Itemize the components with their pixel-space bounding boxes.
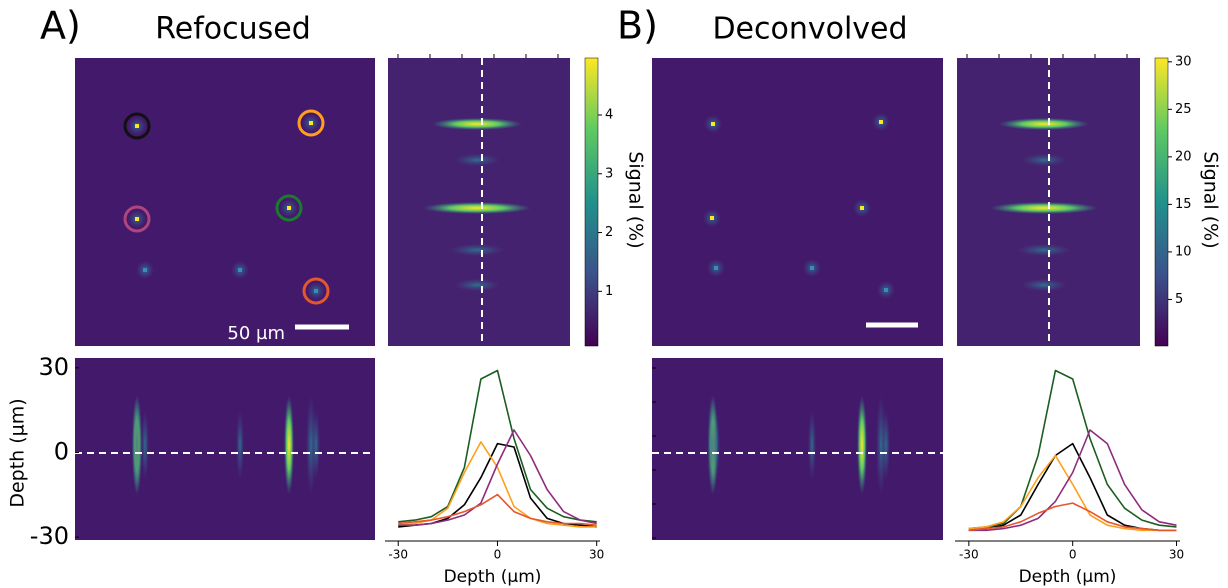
image-streak: [432, 118, 522, 130]
marker-ring: [302, 277, 330, 305]
x-tick-label: 0: [1069, 548, 1077, 562]
image-streak: [1021, 279, 1067, 291]
image-bottom: [652, 358, 943, 540]
colorbar: [584, 57, 599, 347]
image-streak: [990, 202, 1098, 214]
panel-title: Deconvolved: [712, 12, 907, 47]
colorbar-tick-label: 30: [1175, 54, 1192, 69]
image-main: [75, 58, 375, 346]
image-streak: [454, 279, 500, 291]
series-line: [968, 442, 1177, 532]
colorbar-tick-label: 15: [1175, 197, 1192, 212]
image-streak: [999, 118, 1089, 130]
image-streak: [1017, 244, 1071, 256]
depth-tick-label: 0: [54, 438, 69, 466]
image-side: [388, 58, 570, 346]
series-line: [968, 454, 1177, 532]
image-column: [236, 410, 244, 480]
colorbar-tick-label: 1: [605, 284, 613, 299]
image-spot: [143, 268, 147, 272]
colorbar: [1154, 57, 1169, 347]
marker-ring: [297, 109, 325, 137]
image-column: [284, 395, 294, 495]
image-spot: [287, 206, 291, 210]
series-line: [968, 502, 1177, 532]
image-streak: [450, 244, 504, 256]
image-bottom: [75, 358, 375, 540]
image-spot: [238, 268, 242, 272]
image-spot: [714, 266, 718, 270]
series-line: [968, 369, 1177, 530]
marker-ring: [275, 194, 303, 222]
x-tick-label: 30: [1169, 548, 1184, 562]
series-line: [398, 369, 597, 523]
image-spot: [810, 266, 814, 270]
image-streak: [1021, 154, 1067, 166]
image-column: [857, 395, 867, 495]
panel-label: A): [40, 4, 81, 48]
image-spot: [135, 124, 139, 128]
scale-bar-label: 50 µm: [227, 323, 285, 344]
image-spot: [884, 288, 888, 292]
image-streak: [454, 154, 500, 166]
x-tick-label: 0: [494, 548, 502, 562]
image-spot: [860, 206, 864, 210]
series-line: [398, 493, 597, 526]
x-tick-label: -30: [959, 548, 979, 562]
depth-axis-label: Depth (µm): [7, 398, 29, 507]
image-streak: [423, 202, 531, 214]
image-spot: [135, 217, 139, 221]
image-spot: [711, 122, 715, 126]
series-line: [398, 442, 597, 528]
image-column: [132, 395, 142, 495]
x-axis-label: Depth (µm): [1019, 567, 1117, 587]
colorbar-tick-label: 20: [1175, 149, 1192, 164]
marker-ring: [123, 112, 151, 140]
colorbar-tick-label: 2: [605, 225, 613, 240]
panel-title: Refocused: [155, 12, 311, 47]
colorbar-tick-label: 3: [605, 166, 613, 181]
x-axis-label: Depth (µm): [444, 567, 542, 587]
image-column: [312, 410, 320, 480]
image-column: [141, 410, 149, 480]
colorbar-tick-label: 4: [605, 108, 613, 123]
panel-label: B): [617, 4, 658, 48]
image-column: [882, 410, 890, 480]
x-tick-label: 30: [589, 548, 604, 562]
colorbar-label: Signal (%): [625, 151, 647, 248]
image-spot: [309, 121, 313, 125]
x-tick-label: -30: [388, 548, 408, 562]
colorbar-tick-label: 5: [1175, 292, 1183, 307]
colorbar-tick-label: 25: [1175, 102, 1192, 117]
series-line: [398, 429, 597, 526]
marker-ring: [123, 205, 151, 233]
image-spot: [710, 216, 714, 220]
colorbar-label: Signal (%): [1200, 151, 1222, 248]
depth-tick-label: -30: [30, 522, 69, 550]
depth-tick-label: 30: [38, 353, 69, 381]
image-spot: [314, 289, 318, 293]
colorbar-tick-label: 10: [1175, 244, 1192, 259]
image-spot: [879, 120, 883, 124]
image-main: [652, 58, 943, 346]
image-column: [808, 410, 816, 480]
image-column: [712, 410, 720, 480]
series-line: [968, 429, 1177, 532]
